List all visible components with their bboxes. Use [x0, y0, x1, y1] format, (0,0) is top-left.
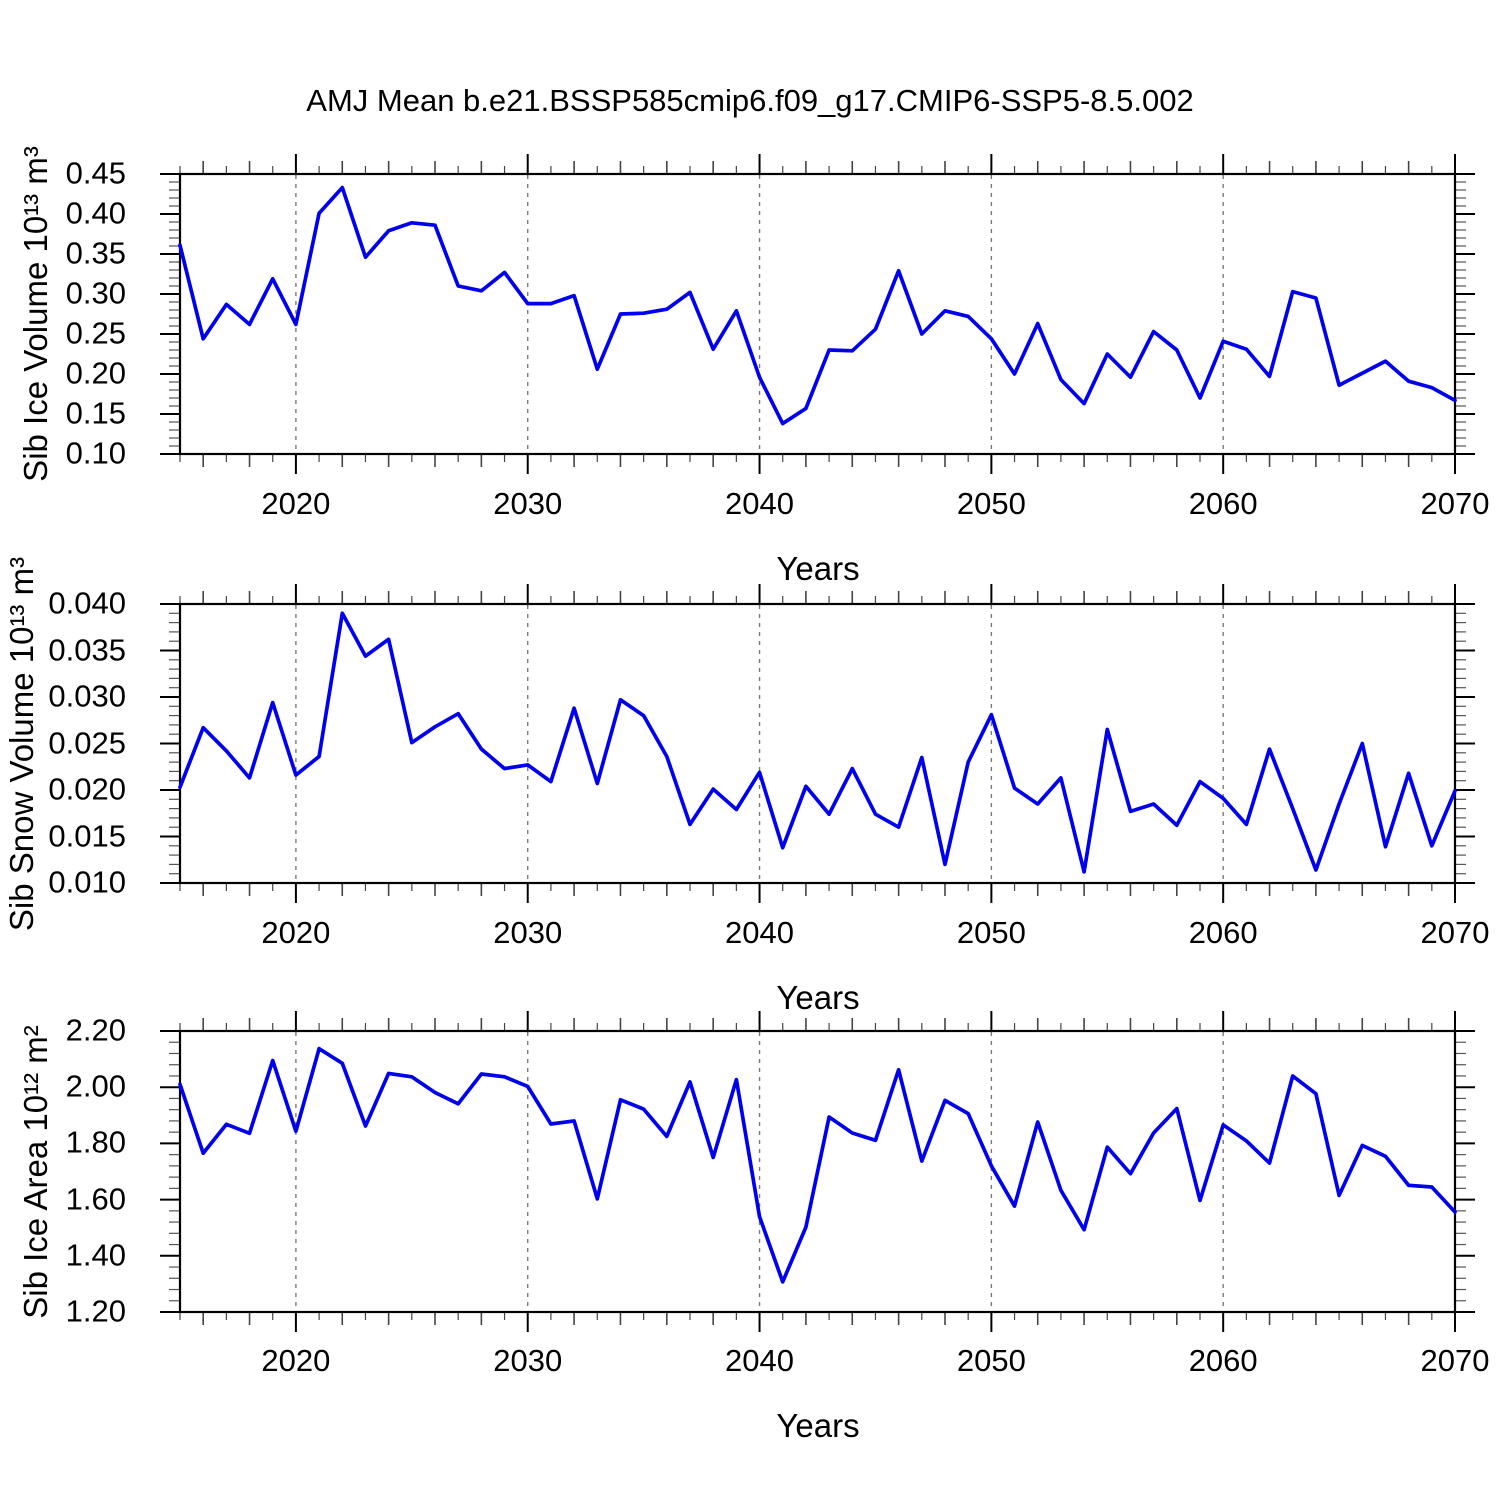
x-tick-label-2040-panel1: 2040	[725, 486, 795, 521]
x-tick-label-2030-panel1: 2030	[493, 486, 563, 521]
x-tick-label-2030-panel3: 2030	[493, 1343, 563, 1378]
x-axis-title-panel1: Years	[776, 550, 860, 587]
y-tick-label-0.20-panel1: 0.20	[65, 355, 126, 391]
x-tick-label-2070-panel1: 2070	[1420, 486, 1490, 521]
y-tick-label-0.030-panel2: 0.030	[48, 678, 126, 714]
sib-ice-area-axis-title: Sib Ice Area 10¹² m²	[17, 1024, 54, 1319]
y-tick-label-0.15-panel1: 0.15	[65, 395, 126, 431]
y-tick-label-0.45-panel1: 0.45	[65, 155, 126, 191]
x-tick-label-2050-panel3: 2050	[956, 1343, 1026, 1378]
x-tick-label-2070-panel2: 2070	[1420, 915, 1490, 950]
x-tick-label-2060-panel3: 2060	[1188, 1343, 1258, 1378]
y-tick-label-0.040-panel2: 0.040	[48, 585, 126, 621]
y-tick-label-1.20-panel3: 1.20	[65, 1293, 126, 1329]
x-tick-label-2050-panel2: 2050	[956, 915, 1026, 950]
y-tick-label-1.60-panel3: 1.60	[65, 1180, 126, 1216]
x-tick-label-2060-panel1: 2060	[1188, 486, 1258, 521]
x-tick-label-2020-panel1: 2020	[261, 486, 331, 521]
y-tick-label-0.10-panel1: 0.10	[65, 435, 126, 471]
plot-box-panel2	[178, 602, 1457, 885]
sib-ice-volume-axis-title: Sib Ice Volume 10¹³ m³	[17, 146, 54, 482]
sib-ice-volume-series-line	[178, 185, 1457, 426]
y-tick-label-0.025-panel2: 0.025	[48, 724, 126, 760]
y-tick-label-2.20-panel3: 2.20	[65, 1012, 126, 1048]
y-tick-label-0.035-panel2: 0.035	[48, 631, 126, 667]
x-tick-label-2020-panel3: 2020	[261, 1343, 331, 1378]
x-axis-title-panel2: Years	[776, 979, 860, 1016]
x-tick-label-2040-panel3: 2040	[725, 1343, 795, 1378]
y-tick-label-0.30-panel1: 0.30	[65, 275, 126, 311]
x-tick-label-2070-panel3: 2070	[1420, 1343, 1490, 1378]
x-tick-label-2040-panel2: 2040	[725, 915, 795, 950]
x-tick-label-2060-panel2: 2060	[1188, 915, 1258, 950]
plot-box-panel1	[178, 172, 1457, 456]
y-tick-label-0.015-panel2: 0.015	[48, 817, 126, 853]
y-tick-label-1.40-panel3: 1.40	[65, 1237, 126, 1273]
y-tick-label-1.80-panel3: 1.80	[65, 1124, 126, 1160]
sib-snow-volume-series-line	[178, 611, 1457, 874]
y-tick-label-2.00-panel3: 2.00	[65, 1068, 126, 1104]
y-tick-label-0.40-panel1: 0.40	[65, 195, 126, 231]
sib-ice-area-series-line	[178, 1046, 1457, 1284]
figure-title: AMJ Mean b.e21.BSSP585cmip6.f09_g17.CMIP…	[306, 83, 1194, 118]
x-tick-label-2050-panel1: 2050	[956, 486, 1026, 521]
y-tick-label-0.010-panel2: 0.010	[48, 864, 126, 900]
y-tick-label-0.35-panel1: 0.35	[65, 235, 126, 271]
y-tick-label-0.25-panel1: 0.25	[65, 315, 126, 351]
x-tick-label-2030-panel2: 2030	[493, 915, 563, 950]
y-tick-label-0.020-panel2: 0.020	[48, 771, 126, 807]
x-axis-title-panel3: Years	[776, 1407, 860, 1444]
plot-box-panel3	[178, 1029, 1457, 1314]
sib-snow-volume-axis-title: Sib Snow Volume 10¹³ m³	[3, 556, 40, 931]
x-tick-label-2020-panel2: 2020	[261, 915, 331, 950]
